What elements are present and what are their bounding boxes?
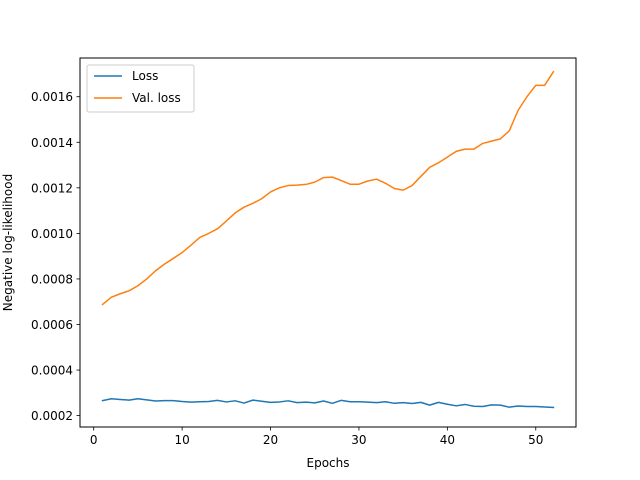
plot-frame <box>79 57 577 428</box>
legend-label-loss: Loss <box>132 69 158 83</box>
x-tick-label: 50 <box>528 433 543 447</box>
series-line-loss <box>101 398 555 409</box>
legend-label-val-loss: Val. loss <box>132 91 181 105</box>
y-tick-label: 0.0008 <box>31 272 73 286</box>
series-line-val-loss <box>101 70 555 306</box>
legend: Loss Val. loss <box>86 64 195 113</box>
x-tick-label: 20 <box>263 433 278 447</box>
y-tick-label: 0.0014 <box>31 136 73 150</box>
y-tick-label: 0.0010 <box>31 227 73 241</box>
x-tick-label: 30 <box>351 433 366 447</box>
y-tick-label: 0.0002 <box>31 409 73 423</box>
x-tick-label: 0 <box>90 433 98 447</box>
y-tick-label: 0.0012 <box>31 181 73 195</box>
x-axis: 0 10 20 30 40 50 <box>90 427 543 447</box>
y-tick-label: 0.0006 <box>31 318 73 332</box>
y-tick-label: 0.0016 <box>31 90 73 104</box>
x-tick-label: 40 <box>440 433 455 447</box>
x-axis-label: Epochs <box>307 456 350 470</box>
y-tick-label: 0.0004 <box>31 364 73 378</box>
y-axis-label: Negative log-likelihood <box>1 174 15 311</box>
series-layer <box>101 70 555 409</box>
y-axis: 0.0002 0.0004 0.0006 0.0008 0.0010 0.0012 0.00… <box>31 90 80 423</box>
x-tick-label: 10 <box>174 433 189 447</box>
